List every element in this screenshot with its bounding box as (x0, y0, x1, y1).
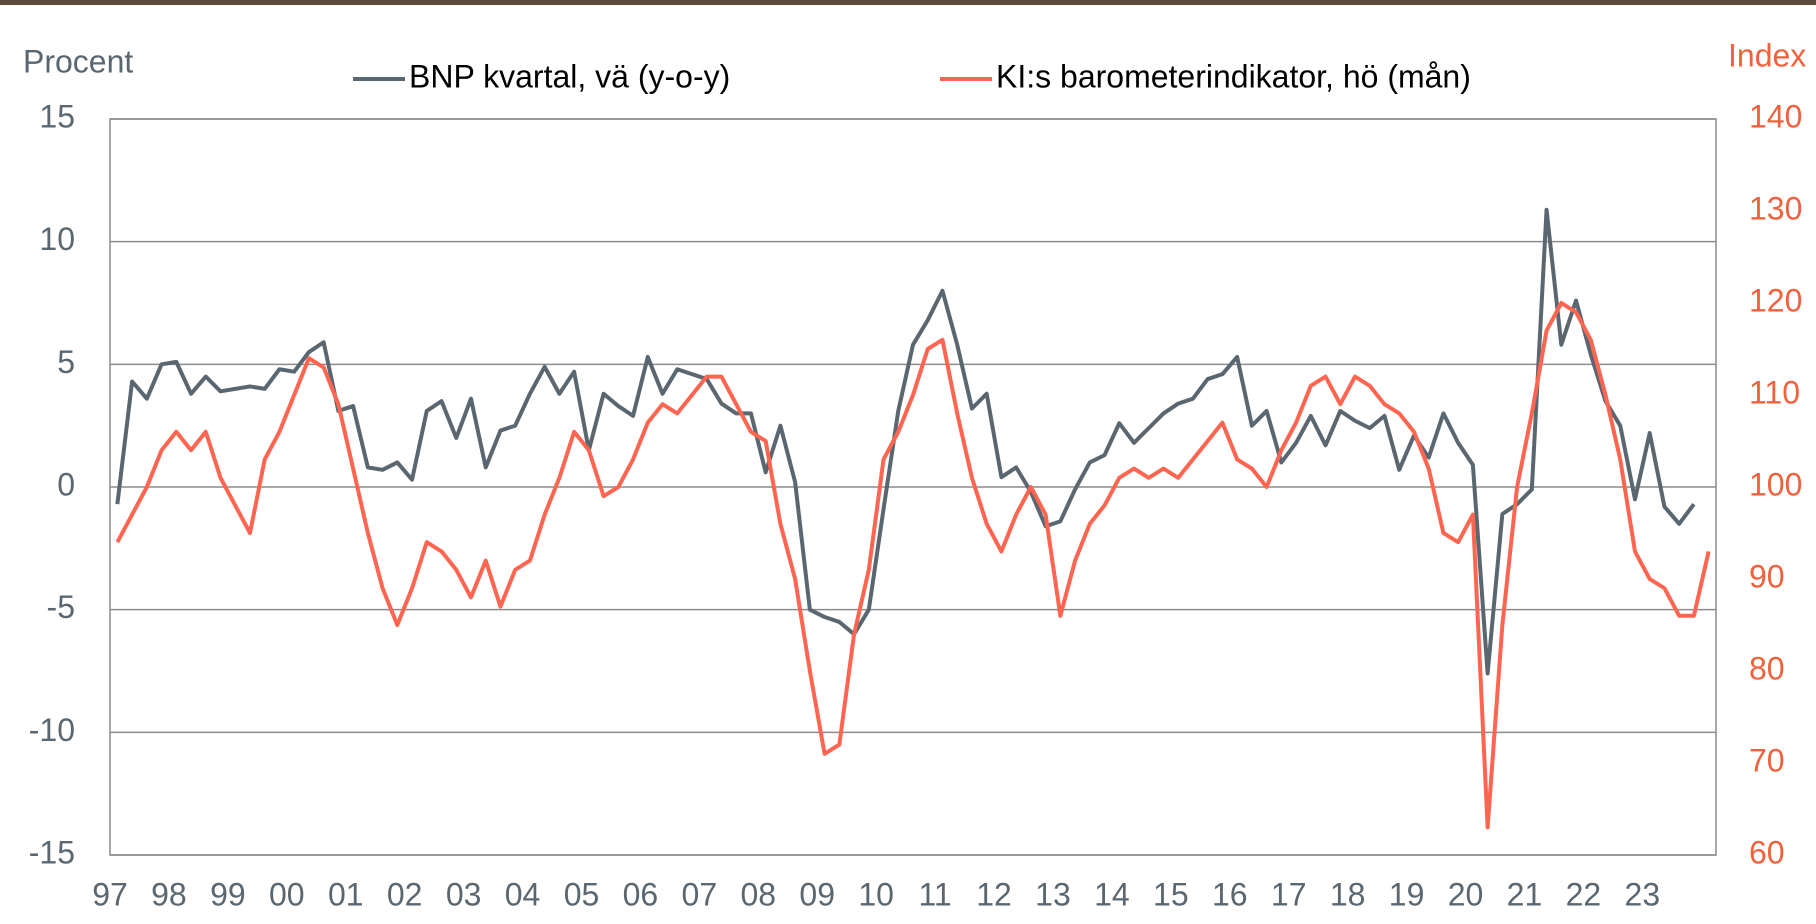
x-tick-label: 02 (387, 876, 423, 912)
y-axis-label: Procent (23, 43, 133, 79)
x-tick-label: 12 (976, 876, 1012, 912)
header-strip (0, 0, 1816, 5)
x-tick-label: 04 (505, 876, 541, 912)
y-tick-label: 10 (39, 221, 75, 257)
x-tick-label: 03 (446, 876, 482, 912)
x-tick-label: 15 (1153, 876, 1189, 912)
x-tick-label: 17 (1271, 876, 1307, 912)
x-tick-label: 08 (740, 876, 776, 912)
y2-tick-label: 90 (1749, 558, 1785, 594)
x-tick-label: 07 (682, 876, 718, 912)
y-tick-label: 15 (39, 98, 75, 134)
y-tick-label: 0 (57, 466, 75, 502)
x-tick-label: 99 (210, 876, 246, 912)
x-tick-label: 20 (1448, 876, 1484, 912)
x-tick-label: 23 (1625, 876, 1661, 912)
y2-tick-label: 130 (1749, 190, 1802, 226)
x-tick-label: 16 (1212, 876, 1248, 912)
y2-tick-label: 140 (1749, 98, 1802, 134)
y-tick-label: -15 (29, 834, 75, 870)
x-tick-label: 11 (918, 876, 951, 912)
x-tick-label: 98 (151, 876, 187, 912)
x-tick-label: 06 (623, 876, 659, 912)
y-tick-label: 5 (57, 344, 75, 380)
x-tick-label: 97 (92, 876, 128, 912)
y2-tick-label: 100 (1749, 466, 1802, 502)
x-tick-label: 00 (269, 876, 305, 912)
x-tick-label: 22 (1566, 876, 1602, 912)
legend-label: KI:s barometerindikator, hö (mån) (996, 58, 1471, 94)
x-tick-label: 19 (1389, 876, 1425, 912)
series-line (115, 301, 1711, 830)
x-tick-label: 13 (1035, 876, 1071, 912)
y-tick-label: -5 (47, 589, 75, 625)
y2-tick-label: 60 (1749, 834, 1785, 870)
x-tick-label: 05 (564, 876, 600, 912)
y2-tick-label: 70 (1749, 742, 1785, 778)
legend-label: BNP kvartal, vä (y-o-y) (409, 58, 730, 94)
y2-tick-label: 110 (1749, 374, 1800, 410)
y-tick-label: -10 (29, 712, 75, 748)
x-tick-label: 01 (328, 876, 364, 912)
x-tick-label: 10 (858, 876, 894, 912)
y2-tick-label: 80 (1749, 650, 1785, 686)
x-tick-label: 18 (1330, 876, 1366, 912)
x-tick-label: 21 (1507, 876, 1543, 912)
series-line (115, 207, 1696, 676)
x-tick-label: 14 (1094, 876, 1130, 912)
plot-frame (109, 118, 1717, 856)
x-tick-label: 09 (799, 876, 835, 912)
y2-tick-label: 120 (1749, 282, 1802, 318)
y2-axis-label: Index (1728, 37, 1806, 73)
